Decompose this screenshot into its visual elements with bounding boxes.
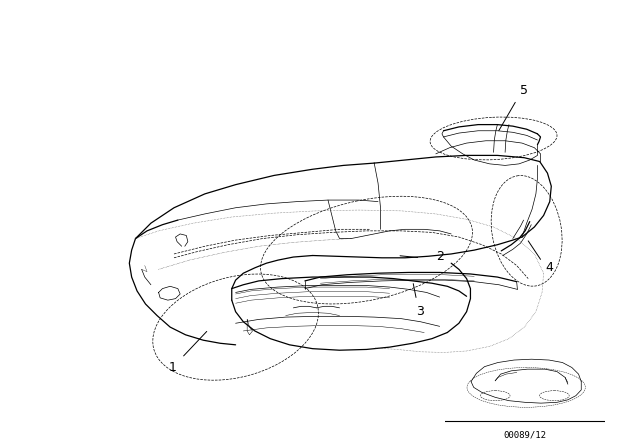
Text: 3: 3: [417, 305, 424, 318]
Text: 2: 2: [436, 250, 444, 263]
Text: 1: 1: [168, 362, 177, 375]
Text: 5: 5: [520, 84, 529, 97]
Text: 00089/12: 00089/12: [503, 430, 547, 439]
Text: 4: 4: [546, 261, 554, 274]
